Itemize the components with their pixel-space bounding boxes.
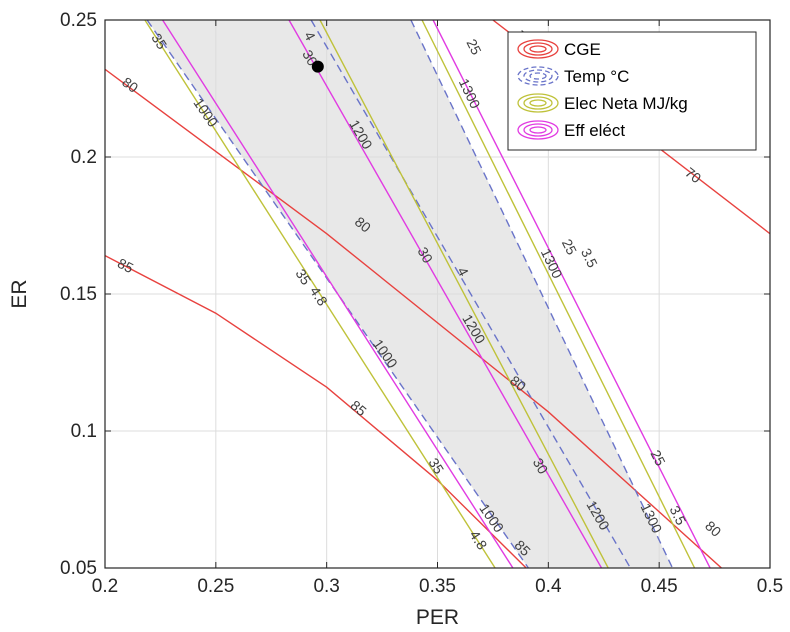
contour-label: 35: [292, 266, 314, 288]
contour-label: 30: [414, 244, 436, 266]
contour-label: 30: [530, 455, 552, 477]
legend: CGE Temp °C Elec Neta MJ/kg Eff eléct: [507, 31, 757, 151]
elec-neta-contour-4: [319, 20, 609, 568]
eff-electrica-contour-35: [162, 20, 514, 568]
operating-point-marker: [311, 60, 324, 73]
temp-contour-1300: [410, 20, 674, 568]
legend-swatch-icon: [529, 72, 547, 80]
legend-swatch-icon: [523, 42, 553, 56]
legend-swatch-icon: [523, 96, 553, 110]
legend-swatch-icon: [529, 99, 547, 107]
legend-swatch-icon: [517, 93, 559, 113]
legend-swatch-icon: [523, 123, 553, 137]
legend-item: Temp °C: [517, 66, 629, 86]
y-axis-label: ER: [8, 279, 31, 308]
contour-label: 25: [559, 236, 580, 257]
x-tick-label: 0.45: [641, 576, 678, 597]
legend-item: Eff eléct: [517, 120, 625, 140]
contour-label: 3.5: [578, 246, 601, 271]
x-tick-label: 0.3: [313, 576, 339, 597]
contour-label: 25: [647, 447, 668, 468]
x-tick-label: 0.25: [197, 576, 234, 597]
legend-swatch-icon: [523, 69, 553, 83]
legend-box: [507, 31, 757, 151]
y-tick-label: 0.25: [60, 10, 97, 31]
cge-contour-85: [105, 254, 527, 568]
cge-contour-80: [105, 68, 723, 568]
y-tick-label: 0.05: [60, 558, 97, 579]
legend-swatch-icon: [517, 66, 559, 86]
legend-label: Eff eléct: [564, 121, 625, 140]
legend-item: Elec Neta MJ/kg: [517, 93, 688, 113]
contour-label: 25: [463, 36, 484, 57]
elec-neta-contour-3.5: [421, 20, 696, 568]
axes: 0.2 0.25 0.3 0.35 0.4 0.45 0.5 0.05 0.1 0.15 0.2 0.…: [8, 10, 783, 629]
x-tick-label: 0.35: [419, 576, 456, 597]
legend-label: Elec Neta MJ/kg: [564, 94, 688, 113]
eff-electrica-contour-25: [432, 20, 711, 568]
contour-label: 3.5: [667, 503, 690, 528]
legend-swatch-icon: [529, 126, 547, 134]
x-tick-label: 0.2: [92, 576, 118, 597]
eff-electrica-contour-30: [288, 20, 603, 568]
y-tick-label: 0.2: [71, 147, 97, 168]
temp-contour-1000: [146, 20, 529, 568]
x-tick-label: 0.5: [757, 576, 783, 597]
legend-label: CGE: [564, 40, 601, 59]
y-tick-label: 0.1: [71, 421, 97, 442]
temp-contour-1200: [310, 20, 632, 568]
legend-swatch-icon: [529, 45, 547, 53]
x-tick-label: 0.4: [535, 576, 562, 597]
contour-label: 85: [115, 255, 136, 276]
legend-label: Temp °C: [564, 67, 629, 86]
elec-neta-contour-4.8: [144, 20, 496, 568]
contour-label: 35: [148, 30, 170, 52]
x-axis-label: PER: [416, 606, 459, 629]
legend-item: CGE: [517, 39, 601, 59]
legend-swatch-icon: [517, 39, 559, 59]
y-tick-label: 0.15: [60, 284, 97, 305]
contour-label: 35: [425, 455, 447, 477]
legend-swatch-icon: [517, 120, 559, 140]
